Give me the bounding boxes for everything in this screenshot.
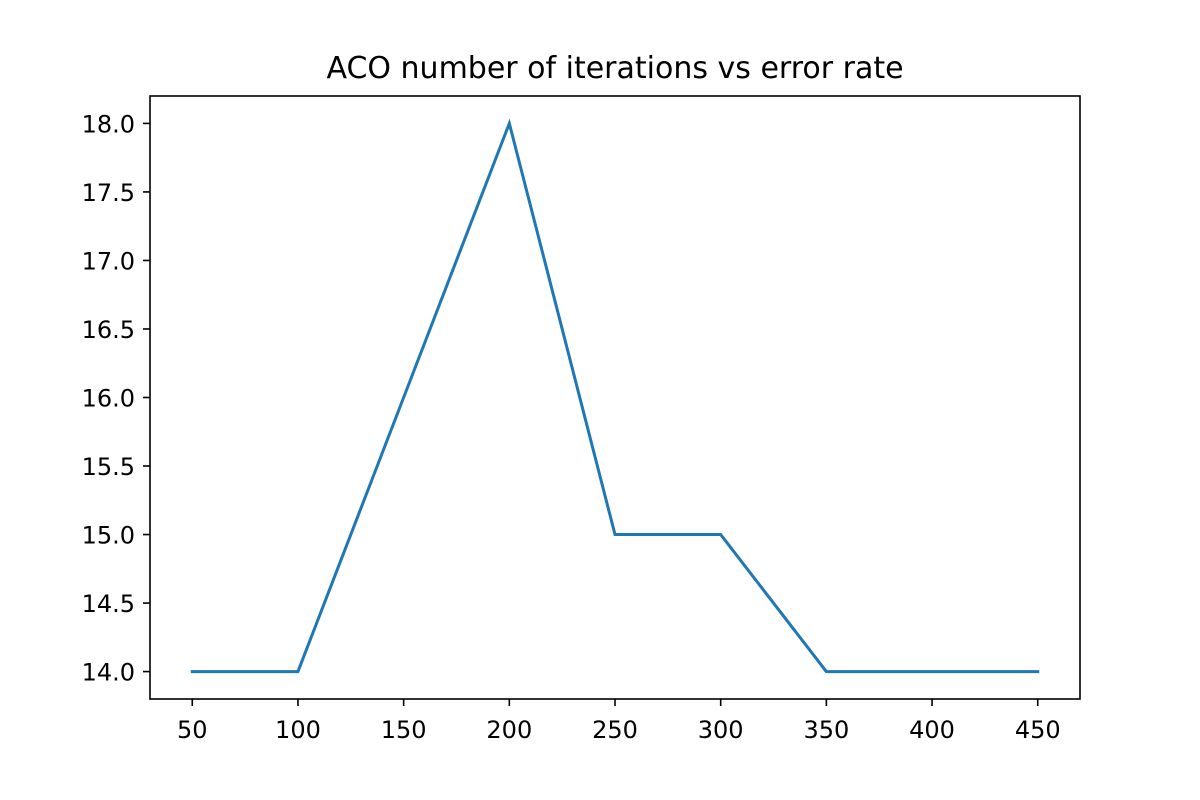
x-tick-label: 300 — [698, 716, 744, 744]
x-tick-label: 150 — [381, 716, 427, 744]
y-tick-label: 14.0 — [82, 659, 135, 687]
y-tick-label: 16.0 — [82, 385, 135, 413]
y-axis: 14.0 14.5 15.0 15.5 16.0 16.5 17.0 17.5 18.0 — [82, 110, 150, 687]
x-tick-label: 200 — [486, 716, 532, 744]
x-tick-label: 250 — [592, 716, 638, 744]
y-tick-label: 15.0 — [82, 522, 135, 550]
x-tick-label: 100 — [275, 716, 321, 744]
y-tick-label: 15.5 — [82, 453, 135, 481]
x-tick-label: 400 — [909, 716, 955, 744]
series-line-0 — [190, 118, 1040, 674]
series-layer — [190, 118, 1040, 674]
y-tick-label: 17.0 — [82, 247, 135, 275]
chart-title: ACO number of iterations vs error rate — [326, 51, 903, 86]
y-tick-label: 14.5 — [82, 590, 135, 618]
x-tick-label: 450 — [1015, 716, 1061, 744]
x-tick-label: 50 — [177, 716, 208, 744]
y-tick-label: 16.5 — [82, 316, 135, 344]
x-tick-label: 350 — [803, 716, 849, 744]
plot-area-frame — [149, 95, 1081, 700]
y-tick-label: 18.0 — [82, 110, 135, 138]
x-axis: 50 100 150 200 250 300 350 400 450 — [177, 699, 1061, 744]
y-tick-label: 17.5 — [82, 179, 135, 207]
